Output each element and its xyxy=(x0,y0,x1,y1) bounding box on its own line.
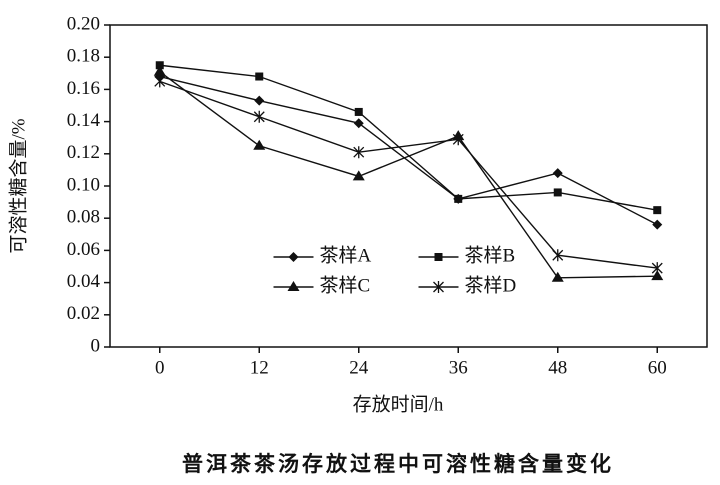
series-line xyxy=(159,80,658,269)
marker xyxy=(552,249,564,262)
x-tick-label: 60 xyxy=(648,357,667,378)
chart-title: 普洱茶茶汤存放过程中可溶性糖含量变化 xyxy=(182,452,614,476)
marker xyxy=(255,72,264,81)
y-tick-label: 0.16 xyxy=(67,78,100,99)
marker xyxy=(454,194,463,203)
legend-label: 茶样B xyxy=(465,244,516,266)
y-tick-label: 0.14 xyxy=(67,110,101,131)
marker xyxy=(452,133,464,146)
marker xyxy=(287,281,300,291)
marker xyxy=(434,253,443,261)
marker xyxy=(352,170,365,181)
marker xyxy=(551,271,564,282)
x-tick-label: 0 xyxy=(155,357,165,378)
plot-frame xyxy=(109,24,708,348)
x-tick-label: 36 xyxy=(449,357,468,378)
legend-label: 茶样D xyxy=(465,274,517,296)
legend-label: 茶样A xyxy=(320,244,372,266)
x-tick-label: 48 xyxy=(548,357,567,378)
marker xyxy=(653,206,662,215)
marker xyxy=(433,281,444,293)
marker xyxy=(353,146,365,159)
marker xyxy=(354,107,363,116)
marker xyxy=(353,118,364,129)
marker xyxy=(253,139,266,150)
y-tick-label: 0.10 xyxy=(67,174,100,195)
series-line xyxy=(159,71,658,279)
marker xyxy=(253,110,265,123)
x-axis-label: 存放时间/h xyxy=(353,393,444,415)
y-tick-label: 0.02 xyxy=(67,303,100,324)
y-tick-label: 0.12 xyxy=(67,142,100,163)
x-tick-label: 24 xyxy=(349,357,369,378)
marker xyxy=(154,75,166,88)
marker xyxy=(552,168,563,179)
y-tick-label: 0.04 xyxy=(67,271,101,292)
y-tick-label: 0.08 xyxy=(67,207,100,228)
y-axis-label: 可溶性糖含量/% xyxy=(7,118,29,253)
marker xyxy=(155,61,164,70)
y-tick-label: 0.18 xyxy=(67,46,100,67)
x-tick-label: 12 xyxy=(250,357,269,378)
marker xyxy=(553,188,562,197)
legend-label: 茶样C xyxy=(320,274,371,296)
y-tick-label: 0 xyxy=(91,335,101,356)
y-tick-label: 0.20 xyxy=(67,13,100,34)
marker xyxy=(651,270,664,281)
marker xyxy=(288,252,299,262)
marker xyxy=(652,219,663,230)
marker xyxy=(651,262,663,275)
marker xyxy=(254,95,265,106)
y-tick-label: 0.06 xyxy=(67,239,100,260)
marker xyxy=(153,65,166,76)
series-line xyxy=(159,64,658,211)
series-line xyxy=(159,75,658,226)
